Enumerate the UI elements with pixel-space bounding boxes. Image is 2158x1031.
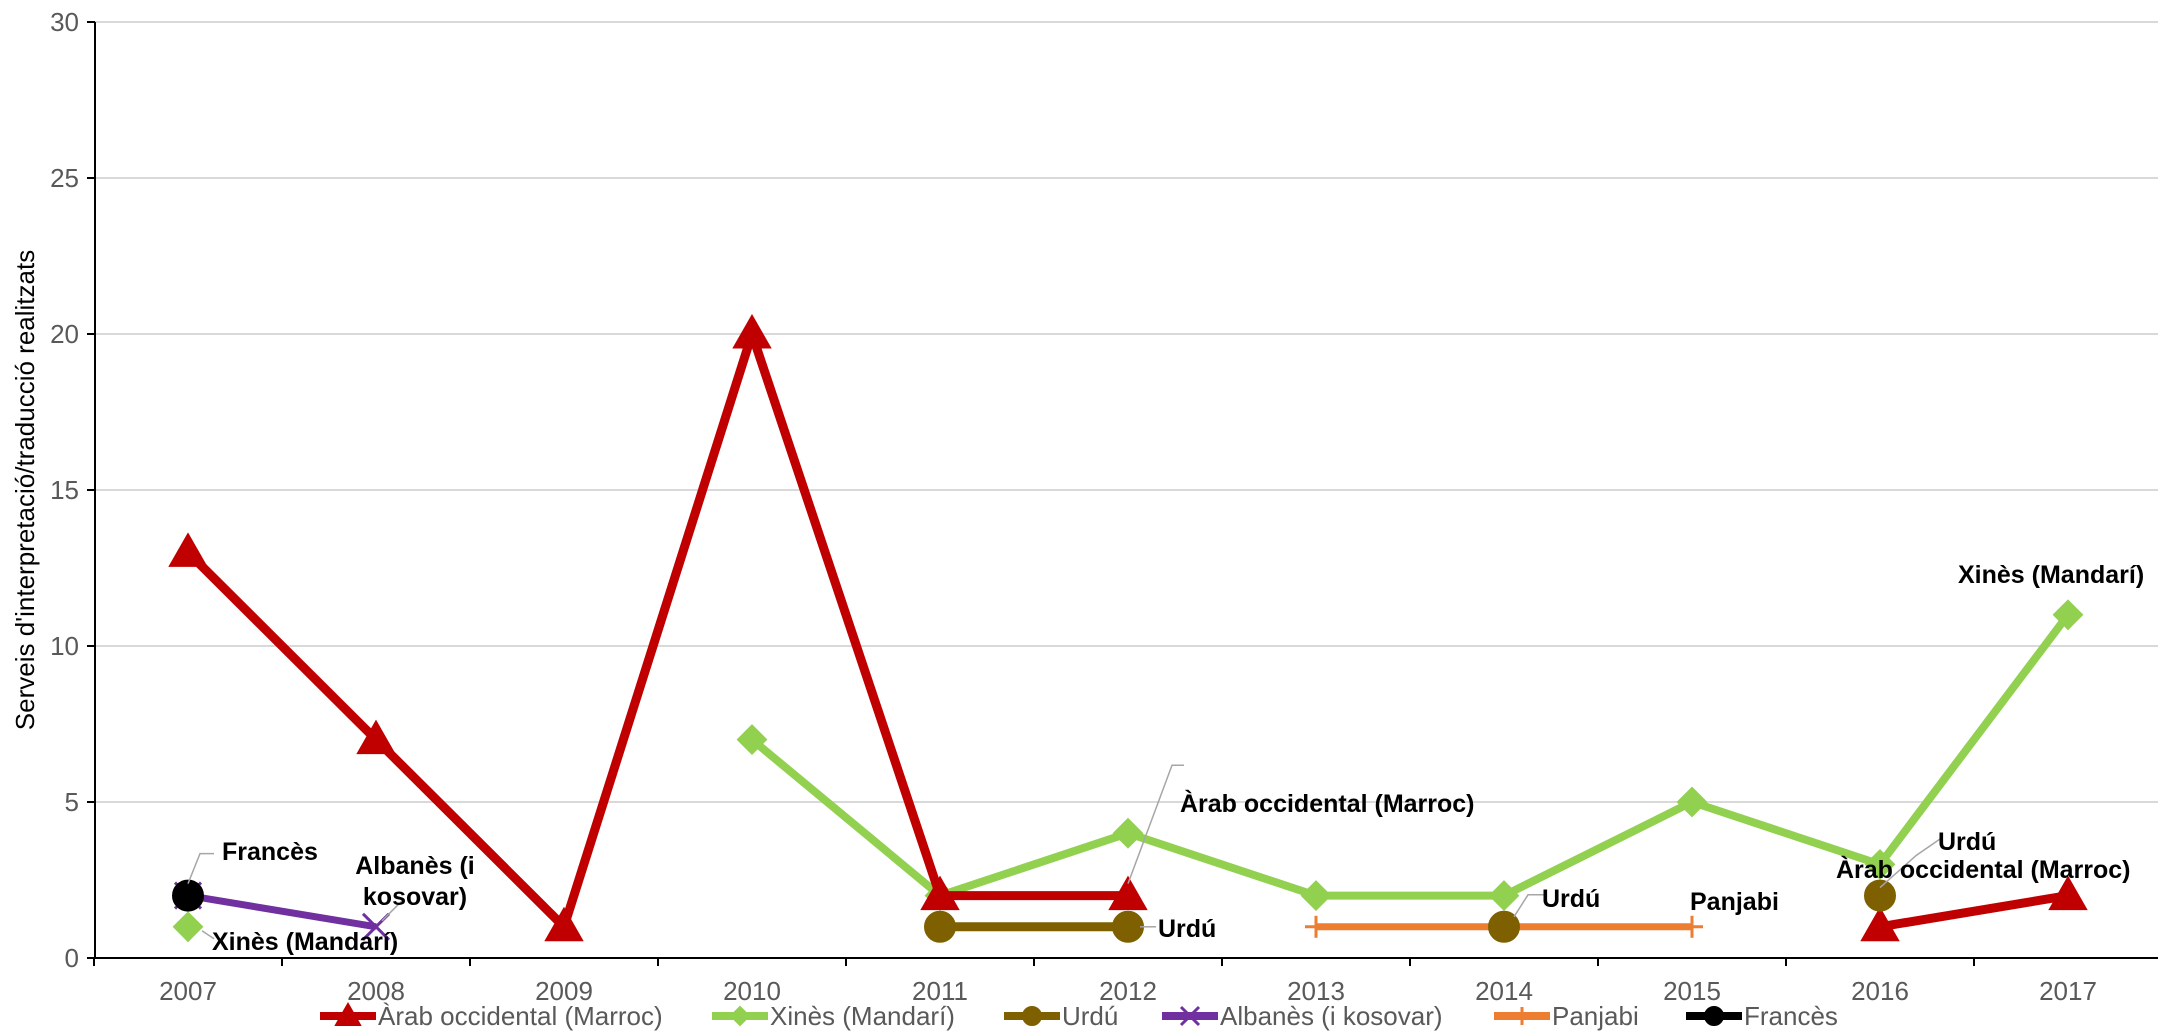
legend-marker (334, 1001, 362, 1026)
x-tick-label: 2016 (1851, 976, 1909, 1006)
data-point (2052, 599, 2084, 631)
x-tick-label: 2009 (535, 976, 593, 1006)
data-point (1488, 880, 1520, 912)
x-tick-label: 2017 (2039, 976, 2097, 1006)
data-point (1864, 848, 1896, 880)
x-tick-label: 2012 (1099, 976, 1157, 1006)
legend-label: Panjabi (1552, 1001, 1639, 1031)
leader-line (1879, 836, 1943, 889)
y-tick-labels: 0 5 10 15 20 25 30 (50, 7, 95, 973)
series-1 (172, 599, 2084, 943)
leader-line (381, 900, 403, 922)
legend-item[interactable]: Albanès (i kosovar) (1162, 1001, 1443, 1031)
data-label: Àrab occidental (Marroc) (1836, 855, 2131, 884)
legend-label: Xinès (Mandarí) (770, 1001, 955, 1031)
y-tick-label: 10 (50, 631, 79, 661)
leader-line (201, 930, 215, 940)
data-label: Albanès (i (355, 852, 474, 880)
legend-item[interactable]: Francès (1686, 1001, 1838, 1031)
data-point (1681, 915, 1703, 938)
series-5 (172, 879, 204, 912)
data-point (1108, 875, 1148, 911)
data-point (168, 532, 208, 567)
y-tick-label: 5 (65, 787, 79, 817)
data-point (1112, 910, 1144, 943)
data-point (1864, 879, 1896, 912)
series-0 (168, 313, 2088, 942)
legend-item[interactable]: Panjabi (1494, 1001, 1639, 1031)
gridlines (95, 21, 2158, 803)
y-tick-label: 25 (50, 163, 79, 193)
legend-label: Àrab occidental (Marroc) (378, 1001, 663, 1031)
y-axis-title: Serveis d'interpretació/traducció realit… (10, 250, 40, 730)
data-label: Xinès (Mandarí) (1958, 561, 2144, 589)
data-point (356, 719, 396, 755)
legend-marker (1513, 1007, 1531, 1025)
legend-marker (729, 1005, 751, 1027)
data-point (920, 875, 960, 911)
data-label: Xinès (Mandarí) (212, 928, 398, 956)
data-labels: Francès Xinès (Mandarí) Albanès (i kosovar)… (212, 561, 2144, 956)
x-tick-label: 2013 (1287, 976, 1345, 1006)
y-tick-label: 15 (50, 475, 79, 505)
legend-item[interactable]: Àrab occidental (Marroc) (320, 1001, 663, 1031)
data-point (1305, 915, 1327, 938)
data-label: kosovar) (363, 883, 467, 911)
x-tick-label: 2008 (347, 976, 405, 1006)
series-line (749, 612, 2072, 900)
leader-line (1513, 894, 1544, 918)
x-tick-label: 2007 (159, 976, 217, 1006)
data-point (732, 313, 772, 349)
data-point (172, 911, 204, 943)
y-tick-label: 30 (50, 7, 79, 37)
leader-line (187, 852, 214, 884)
x-tick-label: 2015 (1663, 976, 1721, 1006)
legend-item[interactable]: Xinès (Mandarí) (712, 1001, 955, 1031)
data-point (736, 724, 768, 756)
series (168, 313, 2088, 943)
leader-line (1127, 764, 1184, 884)
data-point (1676, 786, 1708, 818)
legend[interactable]: Àrab occidental (Marroc) Xinès (Mandarí) U… (320, 1001, 1838, 1031)
data-point (1112, 817, 1144, 849)
data-label: Francès (222, 838, 318, 866)
x-tick-labels: 2007 2008 2009 2010 2011 2012 2013 2014 2015 2016… (93, 958, 2097, 1006)
series-line (1879, 891, 2069, 932)
data-point (172, 879, 204, 912)
legend-marker (1179, 1005, 1201, 1027)
x-tick-label: 2014 (1475, 976, 1533, 1006)
x-tick-label: 2010 (723, 976, 781, 1006)
x-tick-label: 2011 (912, 976, 968, 1006)
data-label: Panjabi (1690, 888, 1779, 916)
data-point (544, 906, 584, 942)
legend-marker (1022, 1006, 1042, 1026)
data-label: Urdú (1938, 828, 1996, 856)
legend-label: Albanès (i kosovar) (1220, 1001, 1443, 1031)
series-2 (924, 879, 1896, 943)
legend-label: Urdú (1062, 1001, 1118, 1031)
data-point (1300, 880, 1332, 912)
legend-item[interactable]: Urdú (1004, 1001, 1118, 1031)
data-label: Urdú (1542, 885, 1600, 913)
data-point (924, 910, 956, 943)
y-tick-label: 0 (65, 943, 79, 973)
data-point (2048, 875, 2088, 911)
data-point (1860, 906, 1900, 942)
series-line (187, 892, 377, 931)
y-tick-label: 20 (50, 319, 79, 349)
legend-label: Francès (1744, 1001, 1838, 1031)
legend-marker (1704, 1006, 1724, 1026)
data-point (1488, 910, 1520, 943)
series-line (184, 329, 1128, 932)
leader-lines (187, 764, 1943, 940)
data-label: Àrab occidental (Marroc) (1180, 789, 1475, 818)
data-label: Urdú (1158, 915, 1216, 943)
